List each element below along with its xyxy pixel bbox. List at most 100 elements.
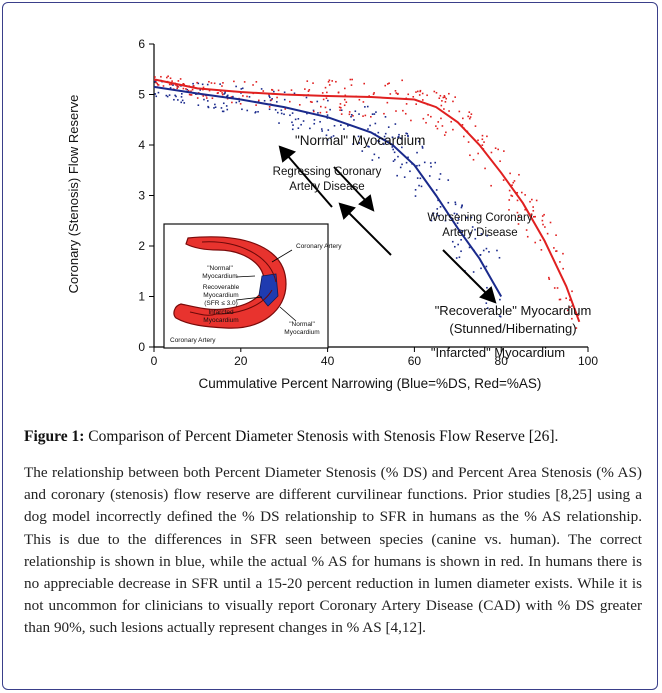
scatter-point — [370, 116, 372, 118]
curves — [153, 78, 581, 323]
figure-caption: Figure 1: Comparison of Percent Diameter… — [24, 428, 642, 446]
scatter-point — [154, 76, 156, 78]
scatter-point — [509, 172, 511, 175]
scatter-point — [485, 302, 488, 304]
scatter-point — [511, 195, 514, 197]
scatter-point — [532, 209, 535, 212]
scatter-point — [571, 290, 573, 293]
scatter-point — [190, 94, 193, 96]
scatter-point — [354, 110, 357, 113]
scatter-point — [351, 78, 353, 81]
scatter-point — [444, 101, 447, 103]
inset-label-recoverable-1: Recoverable — [203, 284, 240, 291]
scatter-point — [157, 91, 160, 94]
y-tick-label-0: 0 — [138, 340, 145, 354]
scatter-point — [410, 119, 412, 122]
scatter-point — [427, 114, 429, 116]
inset-label-normal-2: Myocardium — [202, 273, 237, 280]
scatter-point — [401, 163, 403, 166]
scatter-point — [419, 89, 422, 92]
inset-myocardium-diagram: Coronary Artery "Normal" Myocardium Reco… — [163, 223, 342, 349]
scatter-point — [416, 164, 418, 167]
scatter-point — [553, 287, 556, 289]
scatter-point — [416, 90, 419, 93]
scatter-point — [268, 108, 271, 111]
scatter-point — [291, 121, 293, 124]
scatter-point — [481, 144, 484, 146]
scatter-point — [566, 309, 569, 312]
scatter-point — [350, 115, 352, 118]
scatter-point — [541, 215, 544, 217]
scatter-point — [437, 121, 440, 123]
scatter-point — [255, 104, 257, 106]
scatter-point — [405, 132, 407, 135]
scatter-point — [395, 92, 398, 94]
scatter-point — [387, 126, 390, 128]
scatter-point — [511, 184, 513, 186]
scatter-point — [219, 83, 221, 85]
scatter-point — [167, 75, 169, 78]
scatter-point — [277, 89, 280, 92]
scatter-point — [283, 113, 285, 116]
label-normal: "Normal" Myocardium — [295, 133, 425, 148]
scatter-point — [351, 114, 353, 116]
scatter-point — [392, 160, 395, 162]
scatter-point — [312, 109, 315, 112]
scatter-point — [156, 82, 159, 85]
scatter-point — [233, 80, 235, 83]
scatter-point — [421, 99, 424, 101]
scatter-point — [283, 98, 286, 101]
scatter-point — [291, 112, 294, 114]
scatter-point — [420, 185, 423, 188]
scatter-point — [438, 178, 441, 181]
scatter-point — [288, 100, 291, 103]
scatter-point — [223, 93, 226, 95]
scatter-point — [171, 80, 173, 82]
scatter-point — [526, 235, 529, 238]
scatter-point — [206, 83, 209, 86]
inset-label-normal-right-2: Myocardium — [284, 329, 319, 336]
scatter-point — [460, 250, 462, 253]
scatter-point — [498, 315, 501, 317]
scatter-point — [169, 87, 172, 89]
scatter-point — [210, 82, 213, 84]
scatter-point — [309, 127, 311, 130]
scatter-point — [157, 83, 159, 86]
scatter-point — [197, 82, 200, 85]
scatter-point — [430, 115, 432, 118]
scatter-point — [302, 120, 305, 122]
scatter-point — [490, 184, 492, 187]
scatter-point — [386, 101, 389, 104]
scatter-point — [217, 92, 219, 94]
scatter-point — [345, 101, 348, 103]
scatter-point — [292, 124, 294, 126]
scatter-point — [226, 94, 229, 97]
scatter-point — [352, 143, 354, 145]
scatter-point — [430, 165, 432, 168]
scatter-point — [565, 297, 567, 300]
scatter-point — [357, 135, 360, 138]
scatter-point — [553, 247, 555, 249]
inset-pointer-3 — [235, 296, 263, 301]
scatter-point — [230, 96, 233, 98]
scatter-point — [340, 113, 343, 115]
scatter-point — [213, 107, 215, 109]
scatter-point — [297, 118, 300, 120]
scatter-point — [358, 113, 360, 115]
scatter-point — [466, 216, 468, 219]
scatter-point — [470, 113, 473, 115]
scatter-point — [331, 80, 334, 82]
scatter-point — [328, 79, 331, 82]
scatter-point — [175, 95, 177, 98]
scatter-point — [311, 101, 313, 103]
inset-label-coronary-top: Coronary Artery — [296, 243, 342, 250]
scatter-point — [556, 287, 559, 289]
scatter-point — [518, 173, 520, 176]
scatter-point — [255, 111, 257, 113]
scatter-point — [280, 109, 283, 112]
scatter-point — [409, 170, 411, 173]
scatter-point — [499, 160, 501, 163]
scatter-point — [498, 256, 501, 259]
scatter-point — [226, 108, 229, 111]
